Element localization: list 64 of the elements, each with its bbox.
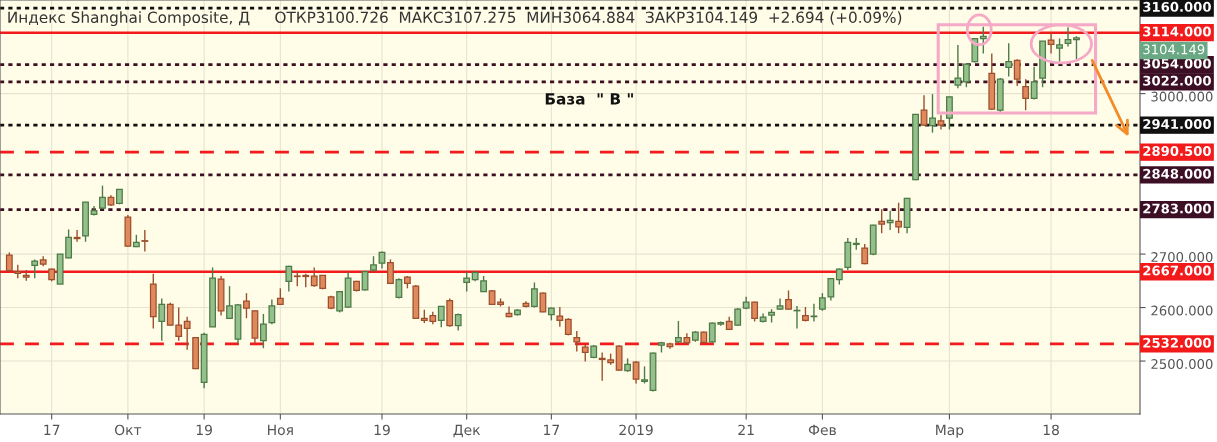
- y-tick-label: 2500.000: [1151, 359, 1213, 370]
- x-tick-label: Дек: [453, 424, 481, 438]
- ref-line-label: 3054.000: [1143, 58, 1211, 69]
- x-tick-label: Окт: [114, 424, 142, 436]
- candlestick: [243, 292, 250, 319]
- y-tick-label: 2600.000: [1151, 305, 1213, 316]
- annotation: База " В ": [545, 93, 633, 105]
- candlestick: [531, 281, 538, 309]
- candlestick: [878, 208, 886, 234]
- candlestick: [31, 258, 39, 279]
- x-tick-label: 18: [1043, 424, 1059, 436]
- ref-line-label: 2890.500: [1143, 146, 1211, 156]
- candlestick: [632, 360, 640, 385]
- candlestick: [285, 265, 293, 293]
- candlestick: [929, 93, 936, 134]
- ref-line-label: 2532.000: [1143, 337, 1211, 348]
- candlestick: [1005, 42, 1013, 78]
- text: Индекс Shanghai Composite, Д ОТКР3100.726 МАКС3107.275 МИН3064.884 ЗАКР3104.149 +2.694 (+0.09%): [8, 11, 902, 27]
- candlestick: [141, 229, 149, 253]
- x-tick-label: Мар: [936, 424, 964, 438]
- candlestick: [1030, 66, 1038, 101]
- x-tick-label: 17: [44, 424, 60, 435]
- candlestick: [1064, 26, 1072, 48]
- candlestick: [954, 44, 962, 89]
- ref-line-label: 3022.000: [1143, 75, 1211, 86]
- text: 3104.149: [1143, 44, 1205, 55]
- candlestick: [886, 210, 894, 231]
- candlestick: [1022, 78, 1030, 111]
- candlestick: [387, 258, 394, 285]
- candlestick: [1056, 37, 1063, 63]
- ref-line-label: 3160.000: [1143, 1, 1211, 12]
- candlestick: [979, 26, 987, 55]
- candlestick: [1047, 31, 1055, 55]
- ref-line-label: 3114.000: [1143, 26, 1211, 37]
- candlestick: [810, 303, 818, 323]
- candlestick: [962, 62, 970, 88]
- candlestick: [5, 251, 13, 273]
- y-tick-label: 3000.000: [1151, 91, 1213, 102]
- x-tick-label: 21: [738, 424, 754, 435]
- candlestick: [785, 289, 792, 311]
- candlestick: [183, 315, 191, 351]
- x-tick-label: 19: [196, 424, 212, 436]
- x-tick-label: 19: [374, 424, 390, 436]
- candlestick: [895, 202, 903, 234]
- candlestick: [268, 298, 276, 325]
- candlestick: [556, 306, 564, 328]
- candlestick: [73, 229, 81, 243]
- candlestick: [1073, 35, 1080, 60]
- y-tick-label: 2700.000: [1151, 252, 1213, 263]
- candlestick: [463, 271, 471, 293]
- ref-line-label: 2941.000: [1143, 119, 1211, 129]
- ref-line-label: 2667.000: [1143, 265, 1211, 276]
- x-tick-label: 2019: [619, 424, 653, 436]
- candlestick: [259, 313, 267, 349]
- x-tick-label: 17: [544, 424, 560, 435]
- candlestick: [1013, 58, 1021, 87]
- candlestick: [158, 297, 166, 342]
- x-tick-label: Фев: [808, 424, 836, 436]
- candlestick: [226, 285, 233, 319]
- ref-line-label: 2783.000: [1143, 203, 1211, 214]
- x-tick-label: Ноя: [268, 424, 293, 436]
- candlestick: [573, 330, 581, 353]
- candlestick: [674, 320, 682, 344]
- ref-line-label: 2848.000: [1143, 168, 1211, 179]
